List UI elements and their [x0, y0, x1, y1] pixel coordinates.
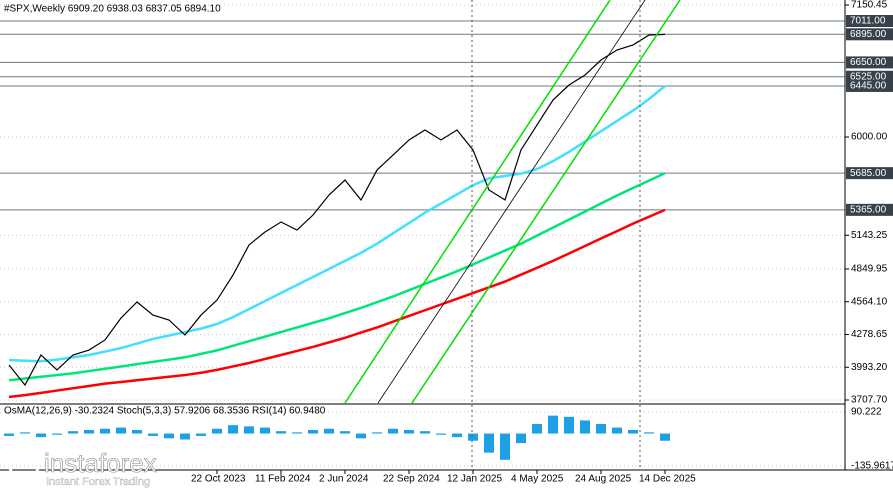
osma-bar [164, 433, 174, 439]
osma-bar [116, 427, 126, 434]
channel-line [344, 0, 611, 404]
osma-bar [516, 433, 526, 444]
y-tick-label: 7150.45 [851, 0, 888, 11]
level-label-box [846, 70, 893, 83]
level-label-box [846, 79, 893, 92]
osma-bar [260, 427, 270, 434]
osma-bar [564, 416, 574, 434]
osma-bar [52, 433, 62, 435]
osma-bar [340, 431, 350, 434]
osma-bar [372, 432, 382, 434]
y-tick-label: 3707.70 [851, 395, 888, 406]
osma-bar [420, 431, 430, 434]
osma-bar [532, 423, 542, 434]
x-tick-label: 22 Oct 2023 [191, 474, 246, 485]
channel-line [411, 0, 681, 404]
osma-bar [36, 433, 46, 438]
level-label-box [846, 14, 893, 27]
indicator-tick-label: 90.222 [851, 407, 882, 418]
y-tick-label: 3993.20 [851, 362, 888, 373]
y-tick-label: 6000.00 [851, 132, 888, 143]
osma-bar [644, 432, 654, 434]
osma-bar [180, 433, 190, 440]
osma-bar [100, 428, 110, 434]
osma-bar [596, 423, 606, 434]
brand: instaforex [44, 448, 157, 478]
osma-bar [132, 429, 142, 434]
level-label-box [846, 203, 893, 216]
osma-bar [580, 420, 590, 434]
moving-average [8, 208, 666, 399]
osma-bar [484, 433, 494, 453]
indicator-header: OsMA(12,26,9) -30.2324 Stoch(5,3,3) 57.9… [4, 406, 326, 417]
osma-bar [404, 429, 414, 434]
osma-bar [228, 425, 238, 434]
x-tick-label: 2 Jun 2024 [319, 474, 369, 485]
symbol-header: #SPX,Weekly 6909.20 6938.03 6837.05 6894… [4, 4, 221, 15]
watermark: instaforex Instant Forex Trading [8, 448, 157, 488]
osma-bar [324, 428, 334, 434]
moving-average [8, 84, 666, 363]
slogan: Instant Forex Trading [46, 476, 150, 488]
level-label: 6895.00 [850, 29, 887, 40]
moving-average [8, 172, 666, 382]
osma-bar [612, 427, 622, 434]
osma-bar [148, 433, 158, 436]
osma-bar [68, 431, 78, 434]
osma-bar [500, 433, 510, 460]
osma-bar [244, 426, 254, 434]
level-label: 7011.00 [850, 16, 886, 27]
osma-bar [548, 415, 558, 434]
channel-line [377, 0, 646, 404]
osma-bar [356, 433, 366, 439]
level-label-box [846, 167, 893, 180]
level-label-box [846, 28, 893, 41]
logo-icon [8, 450, 40, 482]
level-label: 5685.00 [850, 168, 887, 179]
level-label-box [846, 56, 893, 69]
x-tick-label: 22 Sep 2024 [383, 474, 440, 485]
x-tick-label: 4 May 2025 [511, 474, 564, 485]
osma-bar [436, 433, 446, 435]
osma-bar [660, 433, 670, 441]
plot [0, 4, 845, 467]
level-label: 5365.00 [850, 204, 887, 215]
y-tick-label: 5143.25 [851, 230, 888, 241]
level-label: 6650.00 [850, 57, 887, 68]
osma-bar [20, 432, 30, 434]
osma-bar [388, 428, 398, 434]
osma-bar [292, 432, 302, 434]
x-tick-label: 24 Aug 2025 [575, 474, 632, 485]
y-tick-label: 4564.10 [851, 296, 888, 307]
osma-bar [212, 428, 222, 434]
osma-bar [4, 433, 14, 436]
osma-bar [196, 433, 206, 436]
osma-bar [84, 429, 94, 434]
osma-bar [308, 429, 318, 434]
x-tick-label: 11 Feb 2024 [255, 474, 311, 485]
osma-bar [276, 431, 286, 434]
level-label: 6445.00 [850, 81, 887, 92]
osma-bar [628, 429, 638, 434]
osma-bar [452, 433, 462, 438]
x-tick-label: 14 Dec 2025 [639, 474, 696, 485]
osma-bar [468, 433, 478, 441]
x-tick-label: 12 Jan 2025 [447, 474, 502, 485]
indicator-tick-label: -135.9617 [851, 461, 893, 472]
price-line [8, 33, 666, 387]
level-label: 6525.00 [850, 71, 887, 82]
y-tick-label: 4849.95 [851, 264, 888, 275]
y-tick-label: 4278.65 [851, 329, 888, 340]
